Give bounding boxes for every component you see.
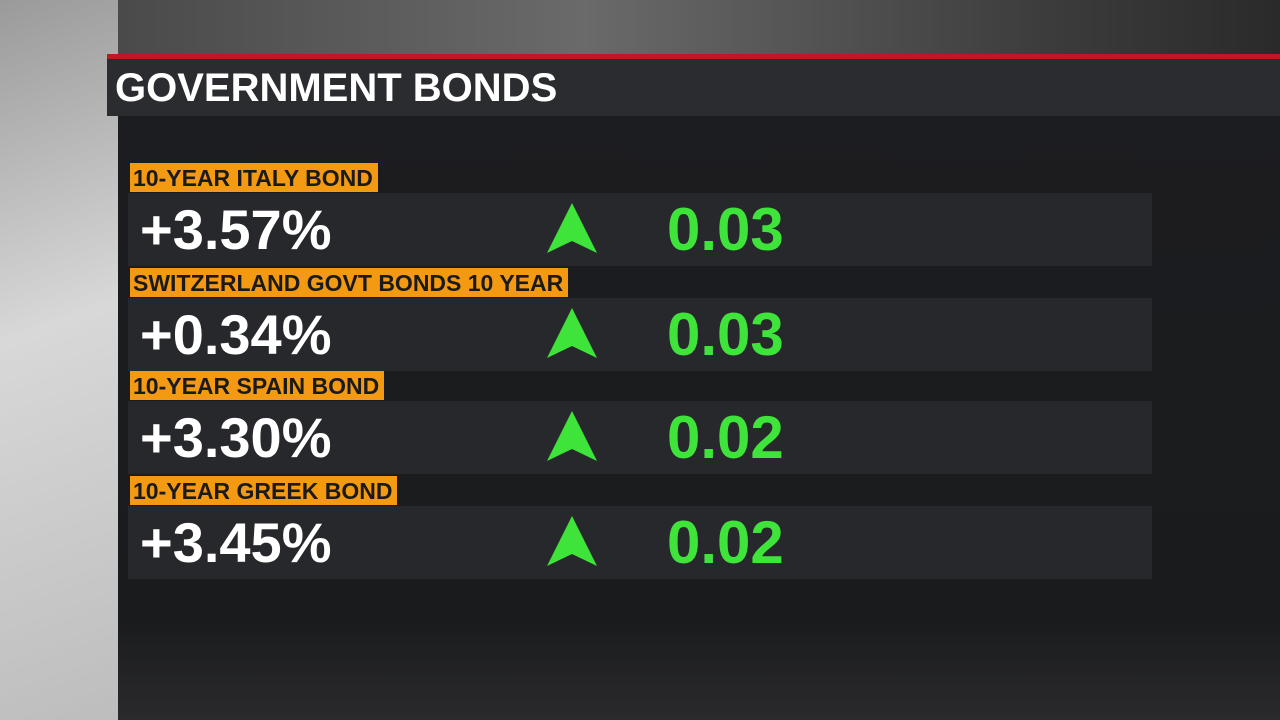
row-bar	[128, 298, 1152, 371]
background	[0, 0, 118, 720]
row-value: +3.45%	[140, 511, 332, 574]
up-arrow	[545, 201, 599, 255]
row-bar	[128, 506, 1152, 579]
red-rule	[107, 54, 1280, 59]
row-label: SWITZERLAND GOVT BONDS 10 YEAR	[130, 268, 569, 297]
header-bar	[107, 59, 1280, 116]
title: GOVERNMENT BONDS	[115, 66, 558, 110]
row-value: +0.34%	[140, 303, 332, 366]
row-value: +3.57%	[140, 198, 332, 261]
up-arrow	[545, 409, 599, 463]
row-label: 10-YEAR GREEK BOND	[130, 476, 398, 505]
row-change: 0.02	[667, 509, 784, 576]
row-label: 10-YEAR ITALY BOND	[130, 163, 378, 192]
row-bar	[128, 401, 1152, 474]
row-label: 10-YEAR SPAIN BOND	[130, 371, 385, 400]
row-change: 0.03	[667, 196, 784, 263]
row-bar	[128, 193, 1152, 266]
row-change: 0.03	[667, 301, 784, 368]
up-arrow	[545, 306, 599, 360]
up-arrow	[545, 514, 599, 568]
row-change: 0.02	[667, 404, 784, 471]
background	[118, 0, 1280, 55]
row-value: +3.30%	[140, 406, 332, 469]
